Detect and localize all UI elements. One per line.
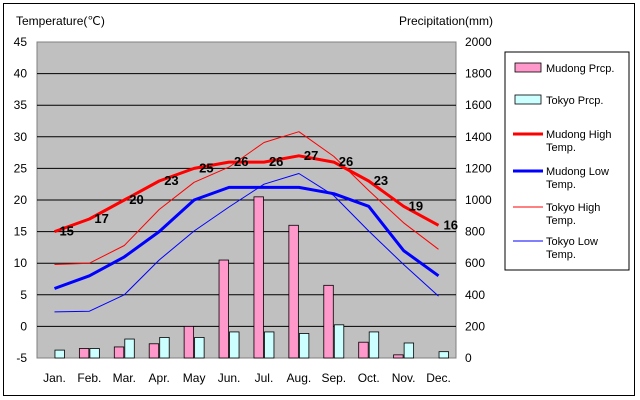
- x-tick-label: Dec.: [426, 371, 451, 385]
- legend-label-mudong-high-temp: Mudong High: [546, 129, 611, 141]
- x-tick-label: Mar.: [113, 371, 136, 385]
- y-left-tick-label: 15: [14, 225, 28, 239]
- y-left-tick-label: 45: [14, 35, 28, 49]
- bar-mudong-prcp: [288, 224, 299, 359]
- line-mudong-low-temp: [53, 185, 440, 290]
- legend-label-tokyo-prcp: Tokyo Prcp.: [546, 95, 603, 107]
- line-tokyo-low-temp: [54, 173, 439, 313]
- x-tick-label: Sep.: [321, 371, 346, 385]
- legend-label-tokyo-high-temp: Tokyo High: [546, 202, 600, 214]
- bar-mudong-prcp: [218, 259, 229, 359]
- legend-label-mudong-high-temp-cont: Temp.: [546, 142, 576, 154]
- y-right-tick-label: 600: [465, 256, 485, 270]
- data-label: 23: [374, 173, 388, 188]
- x-tick-label: May: [183, 371, 206, 385]
- bar-mudong-prcp: [358, 341, 369, 359]
- data-label: 16: [444, 217, 458, 232]
- bar-tokyo-prcp: [298, 333, 310, 359]
- x-tick-label: Jun.: [218, 371, 241, 385]
- bar-mudong-prcp: [78, 348, 90, 359]
- y-right-tick-label: 0: [465, 351, 472, 365]
- bar-tokyo-prcp: [229, 331, 240, 359]
- x-tick-label: Jul.: [255, 371, 274, 385]
- y-left-tick-label: 40: [14, 67, 28, 81]
- y-left-tick-label: 0: [20, 319, 27, 333]
- data-label: 26: [339, 154, 353, 169]
- x-tick-label: Feb.: [77, 371, 101, 385]
- y-left-tick-label: 20: [14, 193, 28, 207]
- bar-tokyo-prcp: [333, 324, 345, 359]
- x-tick-label: Oct.: [358, 371, 380, 385]
- bar-mudong-prcp: [113, 346, 125, 359]
- data-label: 26: [234, 154, 248, 169]
- y-left-tick-label: -5: [16, 351, 27, 365]
- x-tick-label: Apr.: [149, 371, 170, 385]
- bar-mudong-prcp: [393, 354, 404, 359]
- y-left-tick-label: 5: [20, 288, 27, 302]
- data-label: 25: [199, 160, 213, 175]
- bar-mudong-prcp: [148, 343, 160, 359]
- y-right-axis-title: Precipitation(mm): [399, 14, 493, 28]
- bar-mudong-prcp: [183, 325, 195, 359]
- legend-label-mudong-low-temp: Mudong Low: [546, 166, 609, 178]
- data-label: 23: [164, 173, 178, 188]
- bar-tokyo-prcp: [89, 348, 100, 359]
- y-left-tick-label: 30: [14, 130, 28, 144]
- legend-label-mudong-low-temp-cont: Temp.: [546, 179, 576, 191]
- y-right-tick-label: 2000: [465, 35, 492, 49]
- data-label: 15: [59, 224, 73, 239]
- y-left-tick-label: 35: [14, 98, 28, 112]
- legend-label-tokyo-low-temp-cont: Temp.: [546, 249, 576, 261]
- y-left-axis-title: Temperature(℃): [16, 14, 105, 28]
- line-mudong-high-temp: [53, 154, 440, 234]
- legend-label-mudong-prcp: Mudong Prcp.: [546, 63, 614, 75]
- legend-swatch-tokyo-prcp: [514, 94, 542, 105]
- bar-tokyo-prcp: [403, 342, 415, 359]
- bar-tokyo-prcp: [194, 337, 205, 359]
- data-label: 20: [129, 192, 143, 207]
- y-right-tick-label: 1400: [465, 130, 492, 144]
- bar-mudong-prcp: [323, 284, 334, 359]
- line-tokyo-high-temp: [54, 131, 439, 265]
- data-label: 27: [304, 148, 318, 163]
- legend-label-tokyo-low-temp: Tokyo Low: [546, 236, 598, 248]
- y-right-tick-label: 1200: [465, 161, 492, 175]
- y-right-tick-label: 1600: [465, 98, 492, 112]
- x-tick-label: Jan.: [43, 371, 66, 385]
- data-label: 19: [409, 198, 423, 213]
- bar-tokyo-prcp: [368, 331, 380, 359]
- bar-tokyo-prcp: [124, 338, 135, 359]
- y-right-tick-label: 400: [465, 288, 485, 302]
- x-tick-label: Nov.: [392, 371, 416, 385]
- bar-tokyo-prcp: [438, 351, 449, 359]
- bar-tokyo-prcp: [159, 337, 170, 359]
- legend-label-tokyo-high-temp-cont: Temp.: [546, 215, 576, 227]
- y-left-tick-label: 25: [14, 161, 28, 175]
- bar-mudong-prcp: [253, 196, 264, 359]
- y-right-tick-label: 200: [465, 319, 485, 333]
- legend-swatch-mudong-prcp: [514, 62, 542, 73]
- legend-box: [504, 51, 630, 271]
- data-label: 17: [94, 211, 108, 226]
- y-right-tick-label: 1800: [465, 67, 492, 81]
- y-left-tick-label: 10: [14, 256, 28, 270]
- x-tick-label: Aug.: [287, 371, 312, 385]
- data-label: 26: [269, 154, 283, 169]
- y-right-tick-label: 1000: [465, 193, 492, 207]
- bar-tokyo-prcp: [264, 331, 275, 359]
- y-right-tick-label: 800: [465, 225, 485, 239]
- bar-tokyo-prcp: [54, 349, 65, 359]
